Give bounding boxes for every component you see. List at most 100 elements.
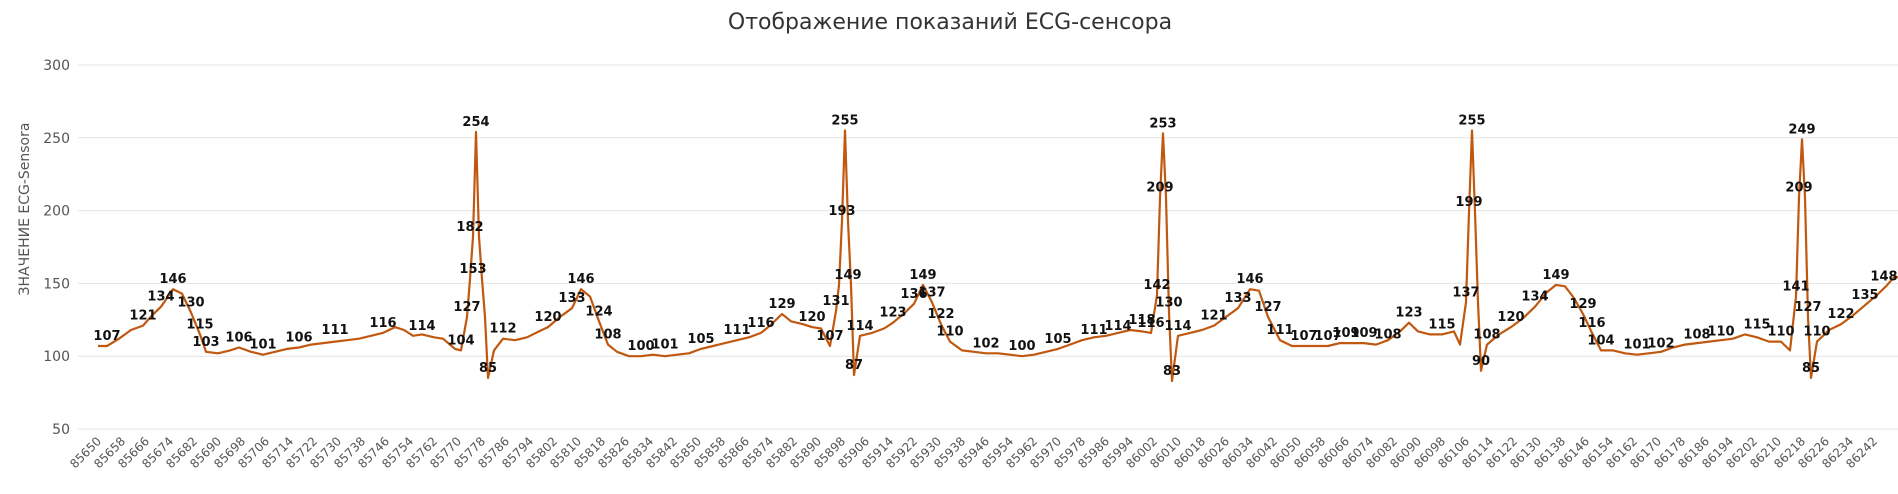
- data-label: 112: [489, 322, 516, 337]
- data-label: 105: [687, 332, 714, 347]
- data-label: 249: [1788, 122, 1815, 137]
- data-label: 123: [879, 306, 906, 321]
- data-label: 111: [1080, 323, 1107, 338]
- data-label: 130: [177, 296, 204, 311]
- data-label: 123: [1395, 306, 1422, 321]
- data-label: 107: [1314, 329, 1341, 344]
- data-label: 102: [1647, 336, 1674, 351]
- data-label: 146: [159, 272, 186, 287]
- data-label: 108: [1473, 328, 1500, 343]
- data-label: 149: [909, 268, 936, 283]
- data-label: 114: [1164, 319, 1191, 334]
- data-label: 133: [558, 291, 585, 306]
- data-label: 149: [834, 268, 861, 283]
- data-label: 129: [768, 297, 795, 312]
- y-tick-label: 50: [52, 422, 70, 438]
- data-label: 136: [900, 287, 927, 302]
- data-label: 130: [1155, 296, 1182, 311]
- data-label: 101: [1623, 338, 1650, 353]
- data-label: 127: [1254, 300, 1281, 315]
- data-label: 116: [1137, 316, 1164, 331]
- data-label: 209: [1146, 180, 1173, 195]
- data-label: 85: [479, 361, 497, 376]
- data-label: 114: [1104, 319, 1131, 334]
- data-label: 255: [1458, 114, 1485, 129]
- series-line: [98, 129, 1898, 383]
- data-label: 134: [147, 290, 174, 305]
- data-label: 148: [1870, 269, 1897, 284]
- y-axis-label: ЗНАЧЕНИЕ ECG-Sensora: [17, 123, 33, 296]
- data-label: 255: [831, 114, 858, 129]
- data-label: 109: [1350, 326, 1377, 341]
- data-label: 135: [1851, 288, 1878, 303]
- y-tick-label: 200: [43, 204, 70, 220]
- data-label: 104: [1587, 333, 1614, 348]
- data-label: 142: [1143, 278, 1170, 293]
- data-label: 111: [1266, 323, 1293, 338]
- data-label: 122: [927, 307, 954, 322]
- data-label: 106: [225, 330, 252, 345]
- data-label: 85: [1802, 361, 1820, 376]
- data-label: 116: [747, 316, 774, 331]
- series-layer: [98, 129, 1898, 383]
- data-label: 108: [1374, 328, 1401, 343]
- data-label: 110: [1767, 325, 1794, 340]
- data-label: 105: [1044, 332, 1071, 347]
- data-label: 115: [186, 317, 213, 332]
- data-label: 137: [1452, 285, 1479, 300]
- data-label: 118: [1128, 313, 1155, 328]
- data-label: 120: [798, 310, 825, 325]
- y-tick-label: 100: [43, 349, 70, 365]
- data-label: 127: [1794, 300, 1821, 315]
- data-label: 104: [447, 333, 474, 348]
- y-tick-label: 250: [43, 131, 70, 147]
- data-label: 141: [1782, 280, 1809, 295]
- data-label: 209: [1785, 180, 1812, 195]
- data-label: 115: [1428, 317, 1455, 332]
- data-label: 254: [462, 115, 489, 130]
- data-label: 127: [453, 300, 480, 315]
- data-label: 149: [1542, 268, 1569, 283]
- data-label: 108: [1683, 328, 1710, 343]
- data-label: 87: [845, 358, 863, 373]
- data-label: 114: [846, 319, 873, 334]
- data-label: 90: [1472, 354, 1490, 369]
- data-label: 116: [1578, 316, 1605, 331]
- data-label: 108: [594, 328, 621, 343]
- y-tick-label: 150: [43, 276, 70, 292]
- data-label: 153: [459, 262, 486, 277]
- data-label: 114: [408, 319, 435, 334]
- data-label: 107: [93, 329, 120, 344]
- data-label: 137: [918, 285, 945, 300]
- data-label: 115: [1743, 317, 1770, 332]
- data-label: 111: [723, 323, 750, 338]
- data-label: 102: [972, 336, 999, 351]
- data-label: 146: [1236, 272, 1263, 287]
- y-tick-labels: 300 250 200 150 100 50: [43, 58, 70, 438]
- data-label: 110: [1707, 325, 1734, 340]
- data-label: 116: [369, 316, 396, 331]
- data-label: 107: [1290, 329, 1317, 344]
- data-label: 111: [321, 323, 348, 338]
- data-label: 110: [936, 325, 963, 340]
- data-label: 107: [816, 329, 843, 344]
- chart-title: Отображение показаний ECG-сенсора: [728, 10, 1172, 35]
- data-label: 101: [651, 338, 678, 353]
- data-label: 100: [1008, 339, 1035, 354]
- y-tick-label: 300: [43, 58, 70, 74]
- data-label: 121: [129, 309, 156, 324]
- data-label: 199: [1455, 195, 1482, 210]
- data-label: 122: [1827, 307, 1854, 322]
- data-label: 120: [1497, 310, 1524, 325]
- data-label: 83: [1163, 364, 1181, 379]
- data-label: 182: [456, 220, 483, 235]
- data-label: 109: [1332, 326, 1359, 341]
- grid-lines: [78, 64, 1898, 430]
- data-label: 133: [1224, 291, 1251, 306]
- data-label: 101: [249, 338, 276, 353]
- data-label: 193: [828, 204, 855, 219]
- data-label: 110: [1803, 325, 1830, 340]
- data-label: 100: [627, 339, 654, 354]
